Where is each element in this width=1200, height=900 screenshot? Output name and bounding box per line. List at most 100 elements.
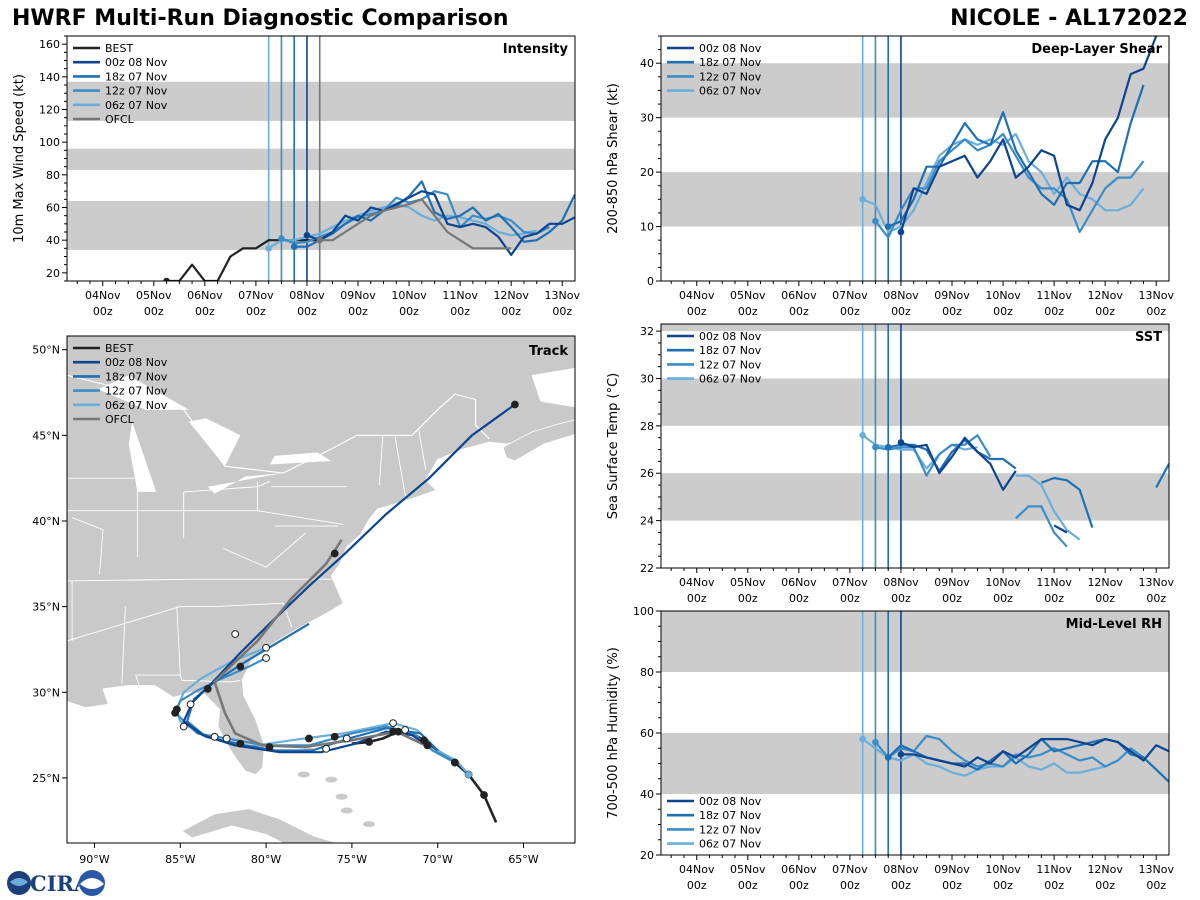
rh-xtick-hour: 00z: [840, 879, 860, 892]
sst-xtick-hour: 00z: [891, 592, 911, 605]
shear-xtick-day: 07Nov: [832, 289, 868, 302]
shear-series-start-point: [872, 217, 879, 225]
rh-series-start-point: [872, 738, 879, 746]
intensity-xtick-hour: 00z: [399, 305, 419, 318]
rh-xtick-hour: 00z: [993, 879, 1013, 892]
track-panel-title: Track: [529, 344, 568, 359]
rh-series-06z-07-nov: [862, 738, 1106, 777]
sst-legend-label: 06z 07 Nov: [699, 373, 762, 386]
intensity-xtick-day: 08Nov: [289, 289, 325, 302]
shear-series-start-point: [884, 223, 892, 230]
sst-ytick-label: 28: [640, 420, 654, 433]
track-position-marker: [262, 654, 270, 662]
track-line-ofcl: [213, 539, 430, 749]
intensity-ytick-label: 80: [46, 169, 60, 182]
shear-xtick-hour: 00z: [789, 305, 809, 318]
rh-xtick-day: 09Nov: [934, 863, 970, 876]
shear-xtick-hour: 00z: [840, 305, 860, 318]
intensity-xtick-day: 05Nov: [136, 289, 172, 302]
intensity-xtick-day: 12Nov: [493, 289, 529, 302]
shear-panel-title: Deep-Layer Shear: [1031, 42, 1162, 57]
intensity-xtick-day: 10Nov: [391, 289, 427, 302]
rh-xtick-hour: 00z: [687, 879, 707, 892]
sst-xtick-day: 07Nov: [832, 576, 868, 589]
shear-ytick-label: 10: [640, 221, 654, 234]
rh-xtick-day: 06Nov: [781, 863, 817, 876]
rh-xtick-day: 05Nov: [730, 863, 766, 876]
track-position-marker: [389, 719, 397, 728]
sst-xtick-day: 05Nov: [730, 576, 766, 589]
great-lake: [97, 375, 189, 410]
track-position-marker: [179, 722, 188, 731]
track-lat-label: 25°N: [32, 772, 60, 785]
country-border: [67, 374, 490, 474]
intensity-xtick-day: 09Nov: [340, 289, 376, 302]
track-position-marker: [389, 727, 397, 736]
track-lon-label: 85°W: [165, 853, 195, 866]
shear-xtick-hour: 00z: [942, 305, 962, 318]
intensity-xtick-hour: 00z: [450, 305, 470, 318]
track-lat-label: 45°N: [32, 429, 60, 442]
rh-xtick-day: 07Nov: [832, 863, 868, 876]
intensity-threshold-band: [67, 81, 575, 121]
intensity-xtick-hour: 00z: [195, 305, 215, 318]
intensity-ylabel: 10m Max Wind Speed (kt): [12, 74, 27, 243]
sst-xtick-day: 04Nov: [679, 576, 715, 589]
intensity-xtick-hour: 00z: [348, 305, 368, 318]
shear-xtick-hour: 00z: [1146, 305, 1166, 318]
track-position-marker: [236, 739, 245, 748]
bahamas-island: [297, 771, 310, 778]
track-position-marker: [330, 732, 339, 741]
intensity-series-00z-08-nov: [306, 190, 575, 256]
intensity-legend-label: OFCL: [105, 113, 135, 126]
track-position-marker: [186, 700, 195, 709]
rh-series-12z-07-nov: [874, 734, 1145, 768]
state-border: [67, 602, 293, 642]
track-position-marker: [330, 549, 339, 558]
shear-xtick-hour: 00z: [993, 305, 1013, 318]
shear-xtick-hour: 00z: [1095, 305, 1115, 318]
sst-frame: [660, 323, 1170, 569]
rh-legend-label: 12z 07 Nov: [699, 823, 762, 836]
shear-legend-label: 12z 07 Nov: [699, 70, 762, 83]
track-position-marker: [171, 708, 180, 717]
shear-legend-label: 18z 07 Nov: [699, 56, 762, 69]
track-lon-label: 80°W: [251, 853, 281, 866]
shear-series-12z-07-nov: [874, 132, 1145, 239]
rh-ytick-label: 40: [640, 788, 654, 801]
track-map-group: [67, 336, 575, 843]
bahamas-island: [340, 807, 353, 814]
shear-ytick-label: 30: [640, 112, 654, 125]
rh-ytick-label: 20: [640, 849, 654, 862]
shear-series-18z-07-nov: [887, 84, 1145, 228]
shear-xtick-hour: 00z: [891, 305, 911, 318]
rh-xtick-day: 08Nov: [883, 863, 919, 876]
state-border: [134, 606, 181, 686]
intensity-ytick-label: 100: [39, 136, 60, 149]
track-lon-label: 75°W: [337, 853, 367, 866]
track-position-marker: [511, 400, 519, 409]
track-lon-label: 90°W: [79, 853, 109, 866]
sst-xtick-hour: 00z: [942, 592, 962, 605]
nova-scotia-land: [502, 419, 575, 462]
track-position-marker: [480, 791, 488, 799]
sst-series-start-point: [884, 443, 892, 451]
track-lat-label: 30°N: [32, 686, 60, 699]
rh-series-00z-08-nov: [901, 738, 1169, 768]
shear-xtick-day: 11Nov: [1036, 289, 1072, 302]
rh-ylabel: 700-500 hPa Humidity (%): [606, 647, 621, 819]
sst-xtick-hour: 00z: [1146, 592, 1166, 605]
shear-xtick-day: 12Nov: [1087, 289, 1123, 302]
rh-xtick-day: 12Nov: [1087, 863, 1123, 876]
track-legend-label: 06z 07 Nov: [105, 399, 168, 412]
shear-xtick-day: 10Nov: [985, 289, 1021, 302]
state-border: [378, 435, 384, 486]
rh-ytick-label: 80: [640, 666, 654, 679]
intensity-xtick-hour: 00z: [552, 305, 572, 318]
intensity-series-start-point: [290, 243, 298, 250]
intensity-xtick-hour: 00z: [144, 305, 164, 318]
bahamas-island: [363, 821, 376, 828]
intensity-ytick-label: 160: [39, 38, 60, 51]
track-position-marker: [231, 630, 240, 638]
shear-xtick-day: 06Nov: [781, 289, 817, 302]
